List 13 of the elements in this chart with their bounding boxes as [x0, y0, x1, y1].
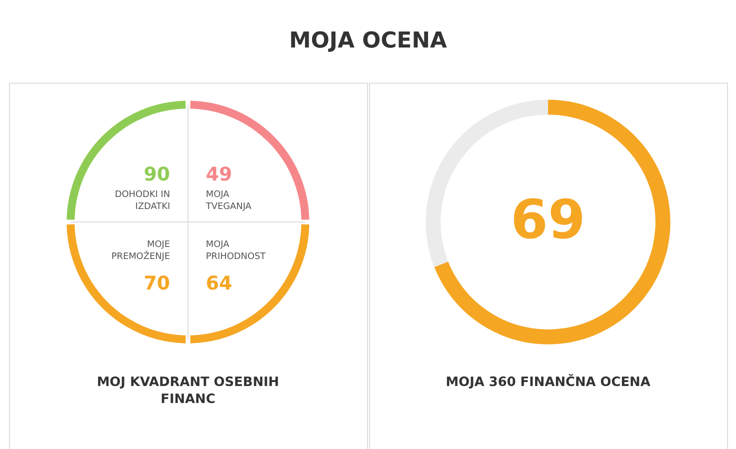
data-label: 69 [510, 188, 586, 251]
text: MOJ KVADRANT OSEBNIH FINANC [96, 375, 280, 408]
category-label: DOHODKI IN IZDATKI [114, 190, 170, 212]
text: MOJA OCENA [289, 28, 448, 54]
category-label: MOJA PRIHODNOST [206, 240, 266, 262]
donut-slice [434, 100, 670, 344]
data-label: 90 [144, 163, 170, 186]
category-label: MOJE PREMOŽENJE [111, 240, 170, 262]
data-label: 49 [206, 163, 232, 186]
data-label: 70 [144, 272, 170, 295]
text: MOJA 360 FINANČNA OCENA [446, 374, 650, 390]
category-label: MOJA TVEGANJA [204, 190, 252, 212]
data-label: 64 [206, 272, 232, 295]
